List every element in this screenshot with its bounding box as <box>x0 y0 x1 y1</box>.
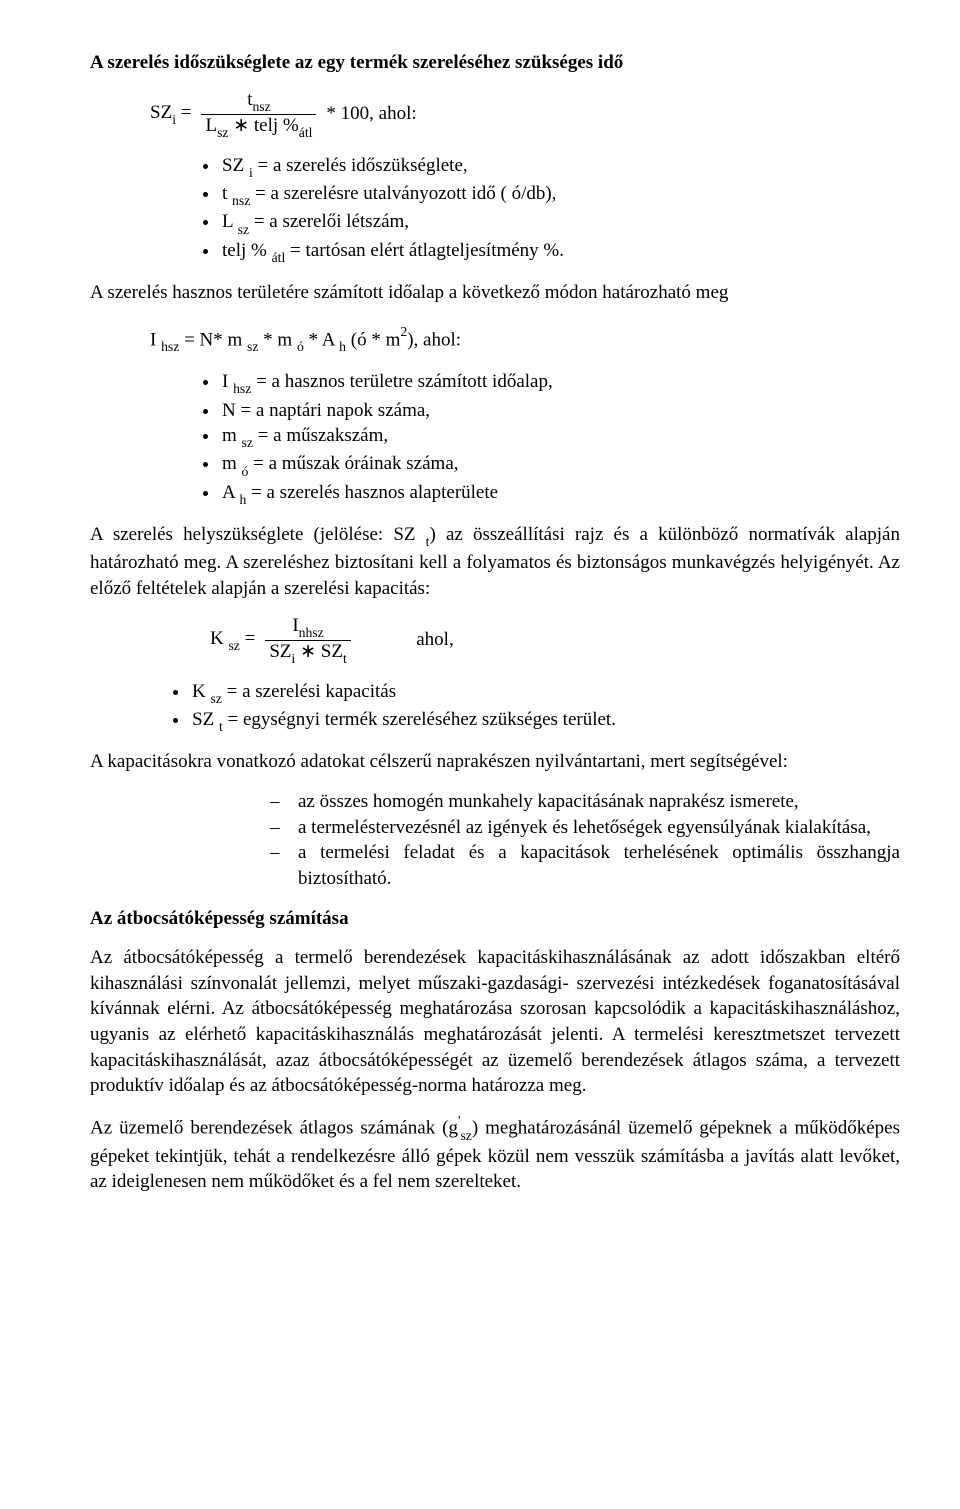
li-text: I <box>222 371 233 392</box>
li-sub: sz <box>210 691 221 706</box>
f3-lhs-sub: sz <box>228 638 239 653</box>
f2-d: * A <box>304 329 339 350</box>
li-text: L <box>222 211 238 232</box>
f3-fraction: Inhsz SZi ∗ SZt <box>265 616 350 665</box>
f1-eq: = <box>176 102 191 123</box>
f3-num: I <box>292 615 298 636</box>
f1-lhs: SZ <box>150 102 172 123</box>
f1-tail: * 100, ahol: <box>326 101 416 127</box>
f1-den-mid: ∗ telj % <box>228 115 298 136</box>
f2-d-sub: h <box>339 339 346 354</box>
f3-den-a-sub: i <box>292 651 296 666</box>
paragraph: Az átbocsátóképesség a termelő berendezé… <box>90 945 900 1099</box>
li-text: K <box>192 681 210 702</box>
list-item: t nsz = a szerelésre utalványozott idő (… <box>220 181 900 209</box>
li-sub: sz <box>238 222 249 237</box>
li-text: SZ <box>192 709 219 730</box>
definitions-list-2: I hsz = a hasznos területre számított id… <box>90 369 900 508</box>
li-text: = tartósan elért átlagteljesítmény %. <box>285 240 564 261</box>
f3-lhs: K <box>210 628 228 649</box>
p6a-sup: ' <box>458 1113 460 1128</box>
formula-k-sz: K sz = Inhsz SZi ∗ SZt ahol, <box>210 616 900 665</box>
f3-spacer <box>361 627 409 653</box>
f3-den-mid: ∗ SZ <box>295 641 343 662</box>
f1-num-sub: nsz <box>252 99 270 114</box>
li-text: = a műszak óráinak száma, <box>248 453 458 474</box>
f2-a-sub: hsz <box>161 339 179 354</box>
list-item: I hsz = a hasznos területre számított id… <box>220 369 900 397</box>
f2-b: = N* m <box>179 329 247 350</box>
section-heading-1: A szerelés időszükséglete az egy termék … <box>90 50 900 76</box>
definitions-list-3: K sz = a szerelési kapacitás SZ t = egys… <box>90 679 900 736</box>
section-heading-2: Az átbocsátóképesség számítása <box>90 906 900 932</box>
list-item: L sz = a szerelői létszám, <box>220 209 900 237</box>
f1-den-L-sub: sz <box>217 125 228 140</box>
f3-tail: ahol, <box>416 627 453 653</box>
li-text: = a szerelési kapacitás <box>222 681 396 702</box>
definitions-list-1: SZ i = a szerelés időszükséglete, t nsz … <box>90 153 900 266</box>
li-text: = a szerelésre utalványozott idő ( ó/db)… <box>250 183 556 204</box>
f3-num-sub: nhsz <box>299 625 324 640</box>
p3a: A szerelés helyszükséglete (jelölése: SZ <box>90 524 426 545</box>
list-item: telj % átl = tartósan elért átlagteljesí… <box>220 238 900 266</box>
list-item: SZ t = egységnyi termék szereléséhez szü… <box>190 707 900 735</box>
list-item: SZ i = a szerelés időszükséglete, <box>220 153 900 181</box>
li-text: = a szerelés időszükséglete, <box>253 155 468 176</box>
f1-lhs-sub: i <box>172 112 176 127</box>
p6a-sub: sz <box>460 1128 471 1143</box>
f2-f: ), ahol: <box>407 329 461 350</box>
f1-den-L: L <box>205 115 217 136</box>
li-sub: h <box>239 492 246 507</box>
paragraph: A kapacitásokra vonatkozó adatokat célsz… <box>90 749 900 775</box>
f2-a: I <box>150 329 161 350</box>
li-text: N = a naptári napok száma, <box>222 400 430 421</box>
f3-den-b-sub: t <box>343 651 347 666</box>
f1-fraction: tnsz Lsz ∗ telj %átl <box>201 90 316 139</box>
li-sub: nsz <box>232 193 250 208</box>
p3a-sub: t <box>426 534 430 549</box>
f3-den-a: SZ <box>269 641 291 662</box>
li-text: SZ <box>222 155 249 176</box>
f2-c-sub: ó <box>297 339 304 354</box>
li-text: = a szerelői létszám, <box>249 211 409 232</box>
f2-e-sup: 2 <box>400 324 407 339</box>
f1-den-end-sub: átl <box>299 125 313 140</box>
paragraph: Az üzemelő berendezések átlagos számának… <box>90 1113 900 1195</box>
list-item: A h = a szerelés hasznos alapterülete <box>220 480 900 508</box>
li-sub: hsz <box>233 381 251 396</box>
li-text: t <box>222 183 232 204</box>
list-item: m sz = a műszakszám, <box>220 423 900 451</box>
list-item: a termelési feladat és a kapacitások ter… <box>270 840 900 891</box>
li-sub: sz <box>242 435 253 450</box>
li-text: = a műszakszám, <box>253 425 388 446</box>
list-item: a termeléstervezésnél az igények és lehe… <box>270 815 900 841</box>
li-text: A <box>222 482 239 503</box>
list-item: N = a naptári napok száma, <box>220 398 900 424</box>
formula-i-hsz: I hsz = N* m sz * m ó * A h (ó * m2), ah… <box>150 325 900 356</box>
paragraph: A szerelés hasznos területére számított … <box>90 280 900 306</box>
list-item: K sz = a szerelési kapacitás <box>190 679 900 707</box>
li-text: m <box>222 425 242 446</box>
f2-b-sub: sz <box>247 339 258 354</box>
list-item: az összes homogén munkahely kapacitásána… <box>270 789 900 815</box>
li-sub: i <box>249 165 253 180</box>
li-text: = a szerelés hasznos alapterülete <box>246 482 498 503</box>
p6a: Az üzemelő berendezések átlagos számának… <box>90 1117 458 1138</box>
f2-e: (ó * m <box>346 329 400 350</box>
li-sub: ó <box>242 464 249 479</box>
li-text: = egységnyi termék szereléséhez szüksége… <box>223 709 616 730</box>
list-item: m ó = a műszak óráinak száma, <box>220 451 900 479</box>
f2-c: * m <box>258 329 297 350</box>
f3-eq: = <box>240 628 255 649</box>
formula-sz-i: SZi = tnsz Lsz ∗ telj %átl * 100, ahol: <box>150 90 900 139</box>
li-sub: t <box>219 719 223 734</box>
li-sub: átl <box>272 250 286 265</box>
dash-list: az összes homogén munkahely kapacitásána… <box>90 789 900 892</box>
li-text: = a hasznos területre számított időalap, <box>251 371 552 392</box>
paragraph: A szerelés helyszükséglete (jelölése: SZ… <box>90 522 900 602</box>
li-text: m <box>222 453 242 474</box>
li-text: telj % <box>222 240 272 261</box>
